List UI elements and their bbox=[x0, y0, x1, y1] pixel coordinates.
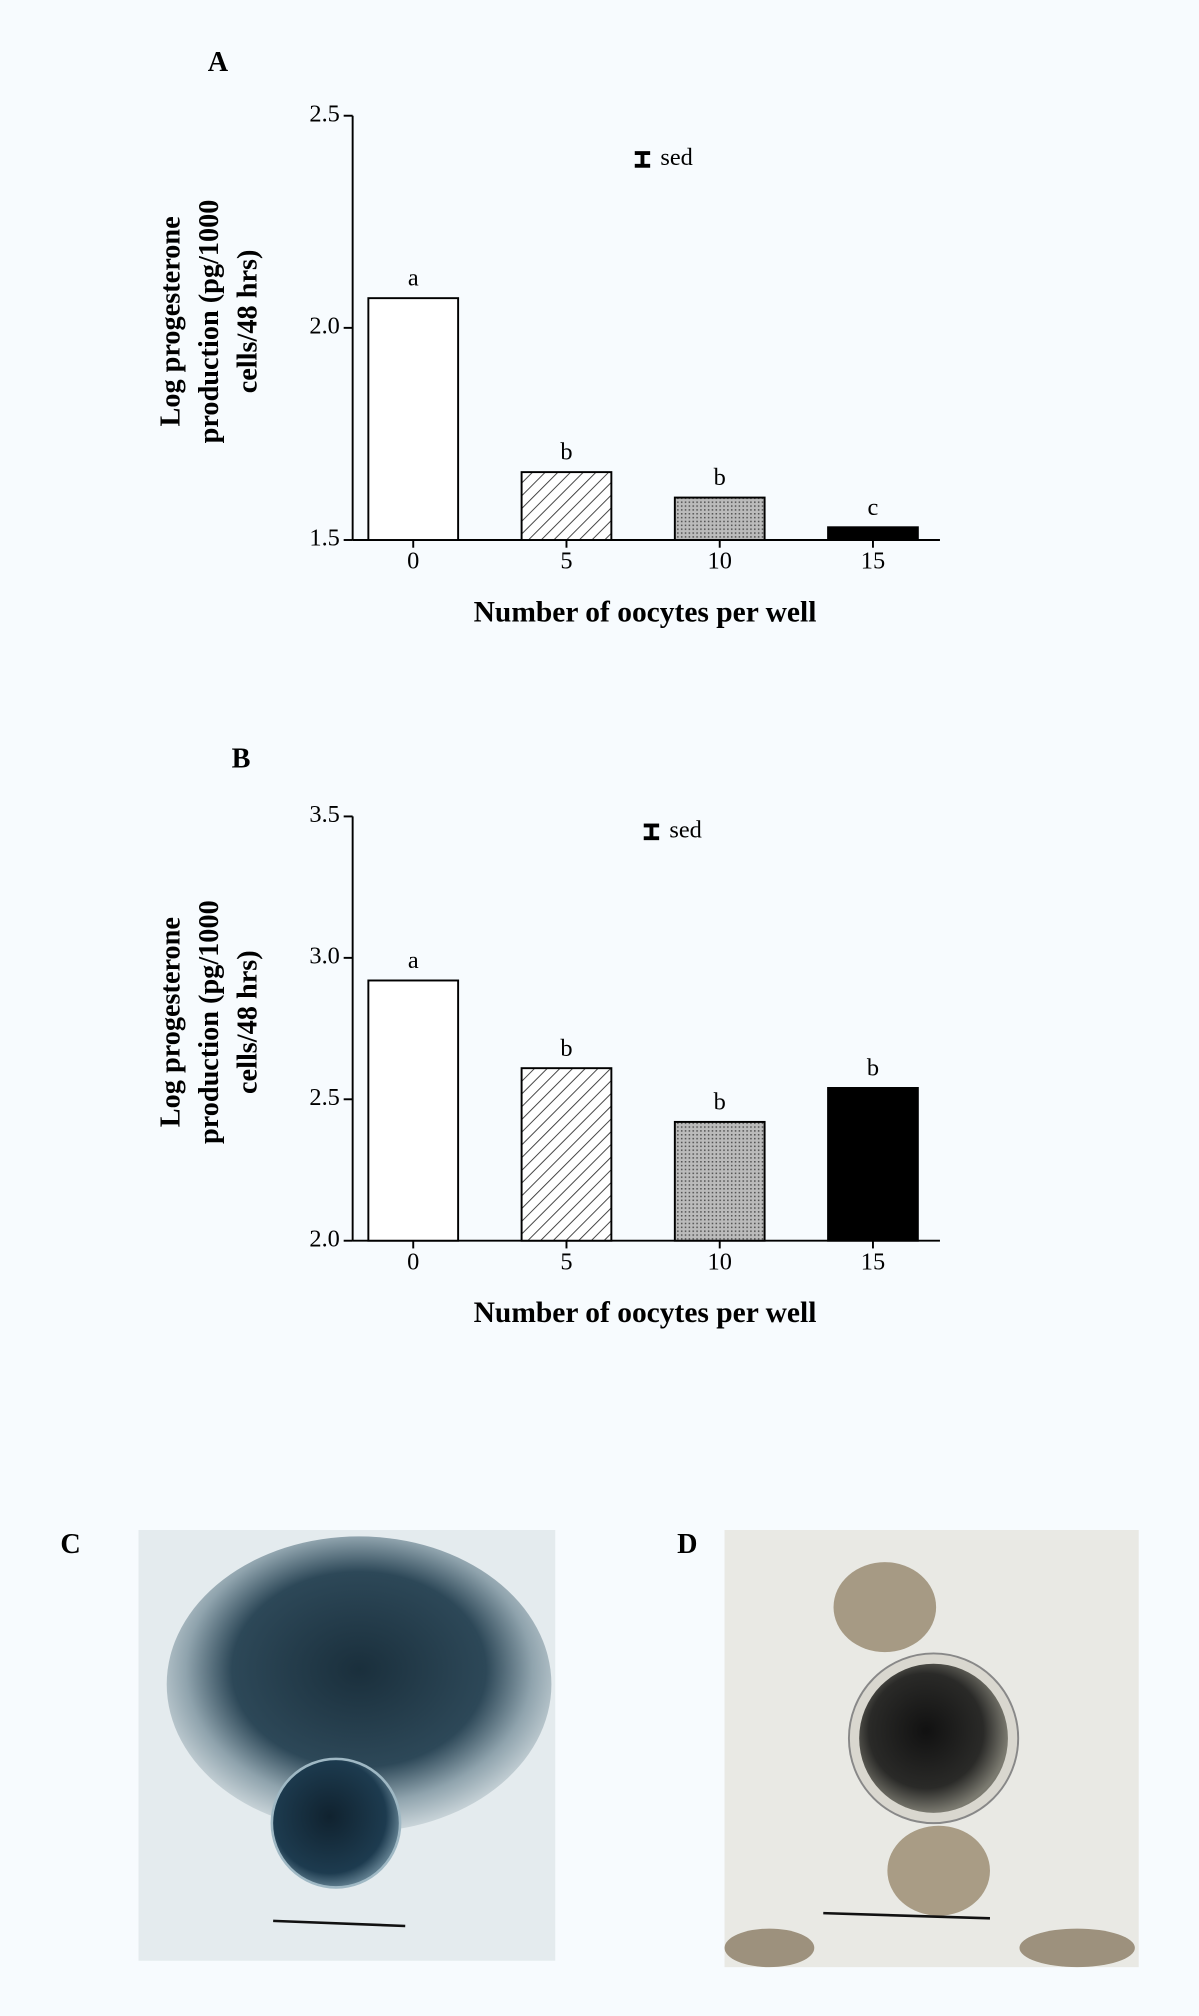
x-tick-label: 15 bbox=[861, 1248, 885, 1275]
x-tick-label: 10 bbox=[708, 548, 732, 575]
bar bbox=[827, 1087, 919, 1242]
y-axis-label: production (pg/1000 bbox=[194, 200, 225, 444]
sed-bar bbox=[643, 823, 660, 841]
bar-letter: a bbox=[408, 947, 419, 974]
bar-letter: b bbox=[867, 1055, 879, 1082]
bar bbox=[367, 297, 460, 541]
y-axis-label: Log progesterone bbox=[156, 216, 187, 426]
y-axis-label: cells/48 hrs) bbox=[233, 250, 264, 394]
bar bbox=[367, 979, 460, 1242]
x-tick-label: 5 bbox=[560, 1248, 572, 1275]
bar bbox=[520, 471, 613, 541]
bar-letter: b bbox=[560, 1035, 572, 1062]
y-axis-label: Log progesterone bbox=[156, 917, 187, 1127]
bar bbox=[673, 1120, 766, 1242]
chart-title: B bbox=[232, 744, 251, 775]
panel-label: C bbox=[60, 1529, 80, 1560]
y-axis-label: cells/48 hrs) bbox=[233, 950, 264, 1094]
y-tick-label: 3.0 bbox=[309, 942, 339, 969]
x-axis-label: Number of oocytes per well bbox=[474, 1297, 817, 1329]
x-tick-label: 10 bbox=[708, 1248, 732, 1275]
y-tick-label: 1.5 bbox=[309, 525, 339, 552]
sed-label: sed bbox=[660, 144, 692, 171]
bar bbox=[520, 1067, 613, 1242]
chart-title: A bbox=[208, 47, 229, 78]
micrograph-c bbox=[138, 1530, 556, 1961]
x-tick-label: 5 bbox=[560, 548, 572, 575]
sed-label: sed bbox=[669, 816, 701, 843]
x-axis-label: Number of oocytes per well bbox=[474, 596, 817, 628]
y-tick-label: 2.0 bbox=[309, 1225, 339, 1252]
bar bbox=[827, 526, 919, 541]
y-axis-label: production (pg/1000 bbox=[194, 900, 225, 1144]
panel-label: D bbox=[677, 1529, 697, 1560]
micrograph-d bbox=[724, 1530, 1139, 1968]
x-tick-label: 0 bbox=[407, 1248, 419, 1275]
y-tick-label: 2.0 bbox=[309, 312, 339, 339]
bar-letter: b bbox=[714, 464, 726, 491]
bar bbox=[673, 496, 766, 541]
bar-letter: b bbox=[560, 439, 572, 466]
x-tick-label: 0 bbox=[407, 548, 419, 575]
y-tick-label: 3.5 bbox=[309, 801, 339, 828]
y-tick-label: 2.5 bbox=[309, 1084, 339, 1111]
bar-letter: b bbox=[714, 1088, 726, 1115]
y-tick-label: 2.5 bbox=[309, 100, 339, 127]
bar-letter: c bbox=[868, 494, 879, 521]
bar-letter: a bbox=[408, 265, 419, 292]
x-tick-label: 15 bbox=[861, 548, 885, 575]
sed-bar bbox=[634, 151, 651, 168]
